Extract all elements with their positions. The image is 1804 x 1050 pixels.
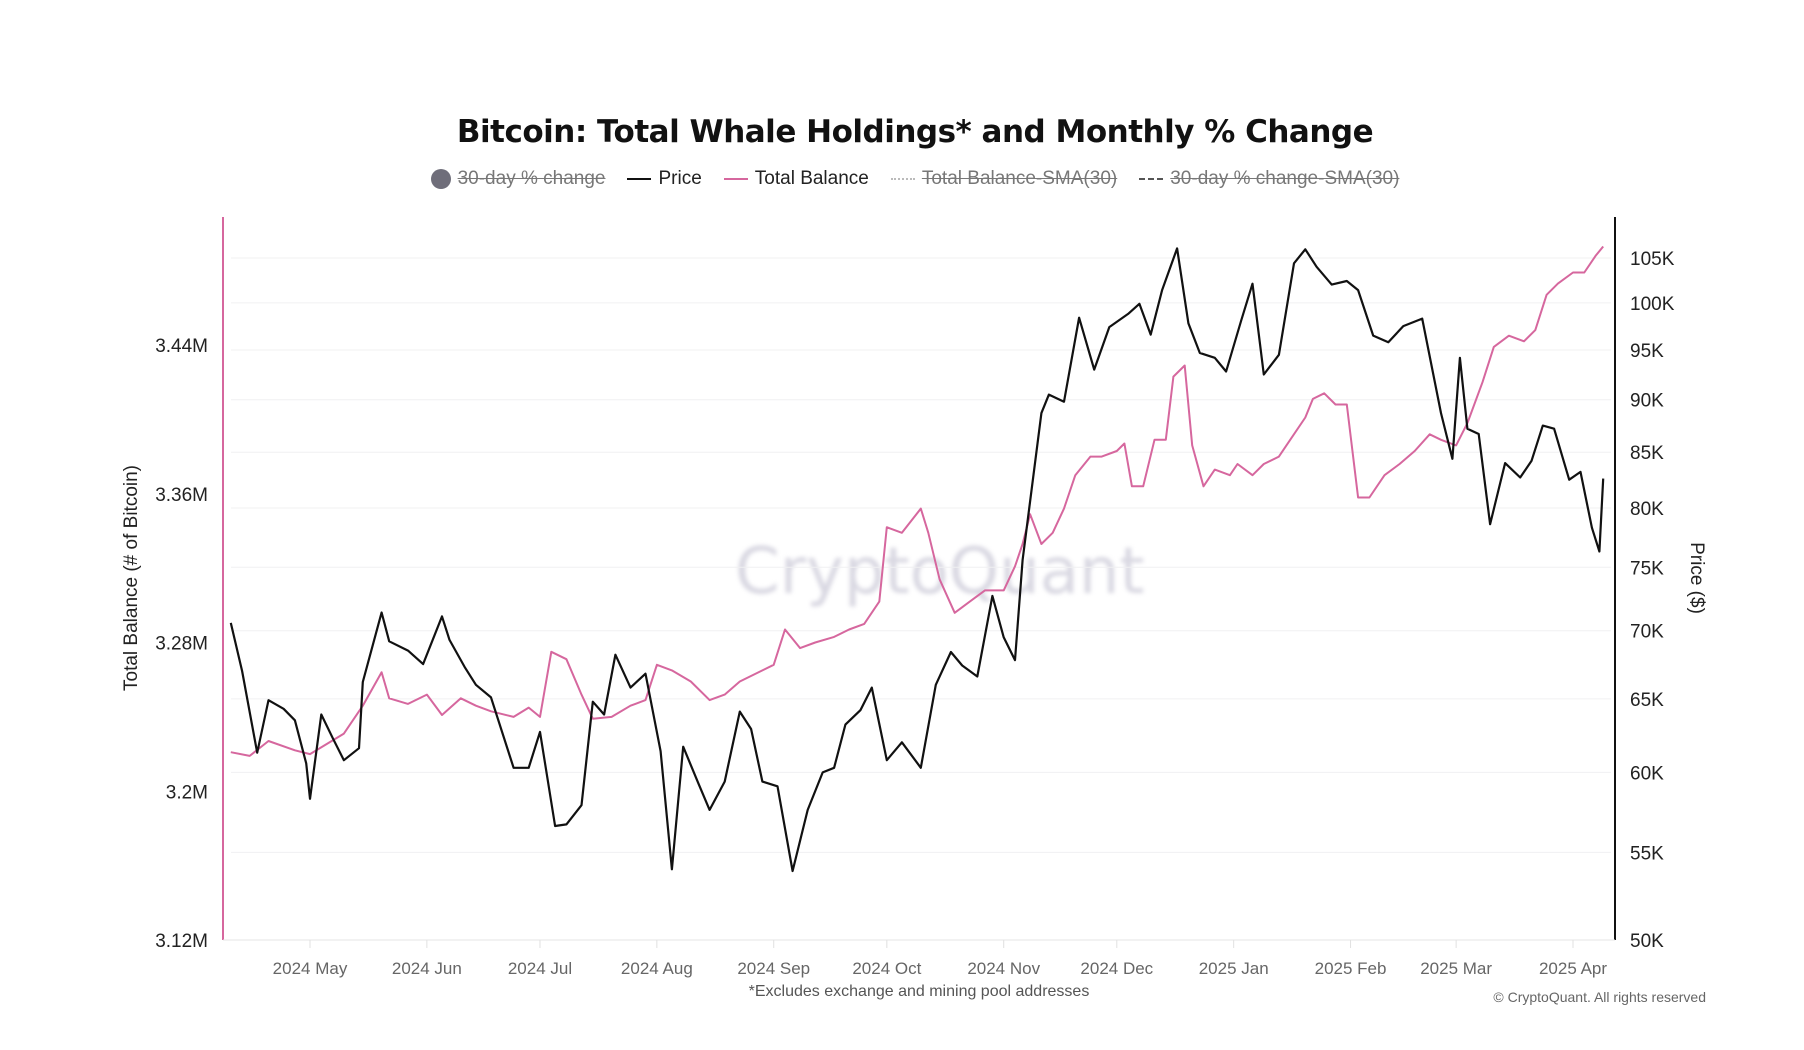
legend-item-total-balance[interactable]: Total Balance <box>723 168 869 190</box>
dotted-line-marker-icon <box>890 178 915 180</box>
x-tick-label: 2025 Mar <box>1420 959 1492 978</box>
y-right-tick-label: 100K <box>1630 294 1675 315</box>
series-line-total-balance <box>230 245 1604 757</box>
y-left-tick-label: 3.44M <box>155 336 208 357</box>
legend-label: Price <box>658 168 702 189</box>
y-right-tick-label: 75K <box>1630 558 1664 579</box>
y-right-tick-label: 55K <box>1630 843 1664 864</box>
y-right-tick-label: 105K <box>1630 249 1675 270</box>
legend-label: Total Balance <box>754 168 869 189</box>
y-right-axis-title: Price ($) <box>1686 542 1707 614</box>
legend: 30-day % change Price Total Balance Tota… <box>0 168 1804 190</box>
y-left-tick-label: 3.12M <box>155 931 208 952</box>
legend-item-30-day-change[interactable]: 30-day % change <box>430 168 606 190</box>
watermark: CryptoQuant <box>735 535 1145 609</box>
legend-label: 30-day % change-SMA(30) <box>1170 168 1400 189</box>
legend-label: Total Balance-SMA(30) <box>921 168 1118 189</box>
x-tick-label: 2024 Jun <box>392 959 462 978</box>
y-right-tick-label: 50K <box>1630 931 1664 952</box>
y-left-tick-label: 3.36M <box>155 485 208 506</box>
x-tick-label: 2024 Sep <box>737 959 810 978</box>
x-tick-label: 2024 Nov <box>967 959 1040 978</box>
chart-title: Bitcoin: Total Whale Holdings* and Month… <box>456 114 1374 150</box>
y-right-tick-label: 70K <box>1630 622 1664 643</box>
line-marker-icon <box>723 178 748 180</box>
x-tick-label: 2025 Apr <box>1539 959 1607 978</box>
y-right-tick-label: 90K <box>1630 391 1664 412</box>
y-left-axis-title: Total Balance (# of Bitcoin) <box>121 465 142 691</box>
line-marker-icon <box>627 178 652 180</box>
legend-item-total-balance-sma[interactable]: Total Balance-SMA(30) <box>890 168 1118 190</box>
x-tick-label: 2024 Aug <box>621 959 693 978</box>
x-tick-label: 2024 Jul <box>508 959 572 978</box>
y-right-tick-label: 60K <box>1630 763 1664 784</box>
y-right-tick-label: 65K <box>1630 690 1664 711</box>
x-tick-label: 2024 Oct <box>852 959 921 978</box>
y-left-tick-label: 3.28M <box>155 634 208 655</box>
x-tick-label: 2024 May <box>273 959 348 978</box>
circle-marker-icon <box>430 169 451 189</box>
y-left-tick-label: 3.2M <box>166 782 208 803</box>
legend-label: 30-day % change <box>457 168 606 189</box>
x-tick-label: 2025 Jan <box>1199 959 1269 978</box>
series-line-price <box>229 247 1605 873</box>
footnote: *Excludes exchange and mining pool addre… <box>748 983 1090 1000</box>
copyright: © CryptoQuant. All rights reserved <box>1493 989 1706 1005</box>
x-tick-label: 2024 Dec <box>1080 959 1153 978</box>
dashed-line-marker-icon <box>1139 178 1164 180</box>
y-right-tick-label: 95K <box>1630 341 1664 362</box>
y-right-tick-label: 85K <box>1630 443 1664 464</box>
legend-item-price[interactable]: Price <box>627 168 702 190</box>
y-right-tick-label: 80K <box>1630 499 1664 520</box>
x-tick-label: 2025 Feb <box>1315 959 1387 978</box>
legend-item-30-day-change-sma[interactable]: 30-day % change-SMA(30) <box>1139 168 1399 190</box>
